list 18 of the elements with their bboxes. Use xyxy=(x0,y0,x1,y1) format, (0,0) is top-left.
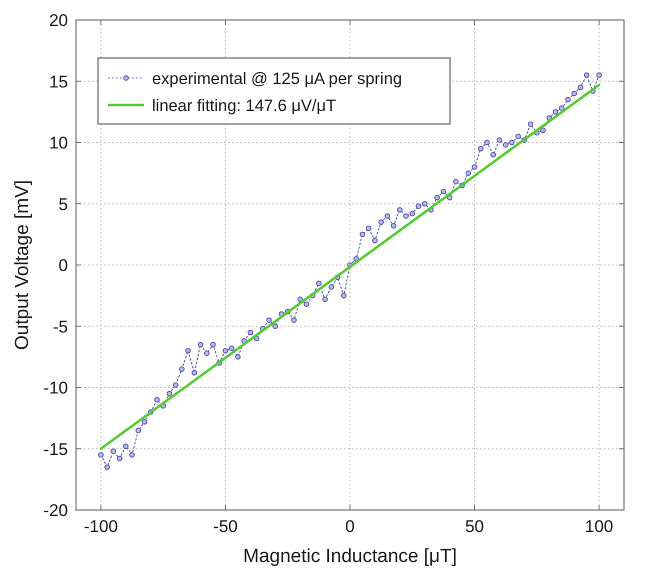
x-tick-label: -100 xyxy=(84,517,118,536)
y-tick-label: 10 xyxy=(49,134,68,152)
y-tick-label: -15 xyxy=(43,440,68,459)
x-tick-label: 100 xyxy=(584,517,614,536)
x-tick-label: -50 xyxy=(213,517,238,536)
x-axis-title: Magnetic Inductance [μT] xyxy=(243,546,457,567)
y-tick-label: 0 xyxy=(58,256,68,275)
y-tick-label: 5 xyxy=(58,194,68,214)
y-tick-label: 20 xyxy=(49,11,68,30)
y-tick-label: -20 xyxy=(43,501,68,520)
y-tick-label: 15 xyxy=(49,72,68,92)
y-tick-label: -10 xyxy=(43,378,68,398)
x-tick-label: 0 xyxy=(345,517,355,536)
legend-label: experimental @ 125 μA per spring xyxy=(152,70,402,88)
x-tick-label: 50 xyxy=(465,517,484,536)
legend-label: linear fitting: 147.6 μV/μT xyxy=(152,97,336,115)
y-tick-label: -5 xyxy=(52,317,68,336)
y-axis-title: Output Voltage [mV] xyxy=(12,180,33,350)
